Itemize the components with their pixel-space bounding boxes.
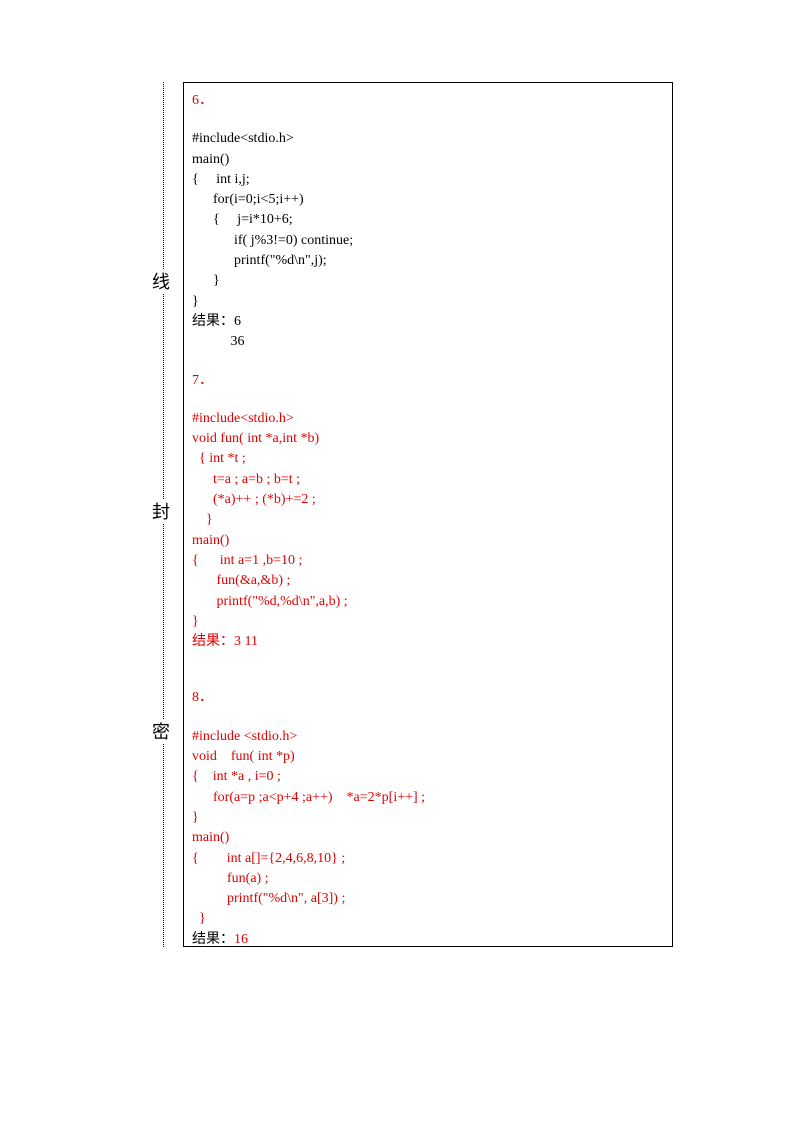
code-line: fun(a) ; — [192, 869, 664, 889]
code-line: { j=i*10+6; — [192, 210, 664, 230]
code-line: main() — [192, 828, 664, 848]
code-line: void fun( int *p) — [192, 747, 664, 767]
result-line: 结果：3 11 — [192, 632, 664, 652]
code-line: main() — [192, 531, 664, 551]
binding-char-xian: 线 — [152, 270, 170, 294]
code-line: printf("%d\n", a[3]) ; — [192, 889, 664, 909]
code-line: { int i,j; — [192, 170, 664, 190]
code-line: void fun( int *a,int *b) — [192, 429, 664, 449]
content-box: 6． #include<stdio.h> main() { int i,j; f… — [183, 82, 673, 947]
code-line: } — [192, 292, 664, 312]
code-line: } — [192, 510, 664, 530]
code-line: } — [192, 909, 664, 929]
q6-number: 6． — [192, 91, 664, 111]
result-line: 36 — [192, 332, 664, 352]
code-line: { int *t ; — [192, 449, 664, 469]
code-line: (*a)++ ; (*b)+=2 ; — [192, 490, 664, 510]
q7-number: 7． — [192, 371, 664, 391]
binding-char-mi: 密 — [152, 720, 170, 744]
code-line: for(a=p ;a<p+4 ;a++) *a=2*p[i++] ; — [192, 788, 664, 808]
q8-number: 8． — [192, 688, 664, 708]
code-line: printf("%d\n",j); — [192, 251, 664, 271]
code-line: } — [192, 271, 664, 291]
code-line: { int *a , i=0 ; — [192, 767, 664, 787]
q8-result-line: 结果：16 — [192, 930, 664, 950]
code-line: { int a=1 ,b=10 ; — [192, 551, 664, 571]
code-line: #include<stdio.h> — [192, 409, 664, 429]
code-line: } — [192, 808, 664, 828]
code-line: { int a[]={2,4,6,8,10} ; — [192, 849, 664, 869]
result-line: 结果：6 — [192, 312, 664, 332]
code-line: fun(&a,&b) ; — [192, 571, 664, 591]
result-label: 结果： — [192, 932, 234, 947]
code-line: main() — [192, 150, 664, 170]
code-line: if( j%3!=0) continue; — [192, 231, 664, 251]
code-line: #include <stdio.h> — [192, 727, 664, 747]
code-line: } — [192, 612, 664, 632]
result-value: 16 — [234, 932, 248, 947]
code-line: printf("%d,%d\n",a,b) ; — [192, 592, 664, 612]
code-line: t=a ; a=b ; b=t ; — [192, 470, 664, 490]
binding-char-feng: 封 — [152, 500, 170, 524]
code-line: for(i=0;i<5;i++) — [192, 190, 664, 210]
code-line: #include<stdio.h> — [192, 129, 664, 149]
